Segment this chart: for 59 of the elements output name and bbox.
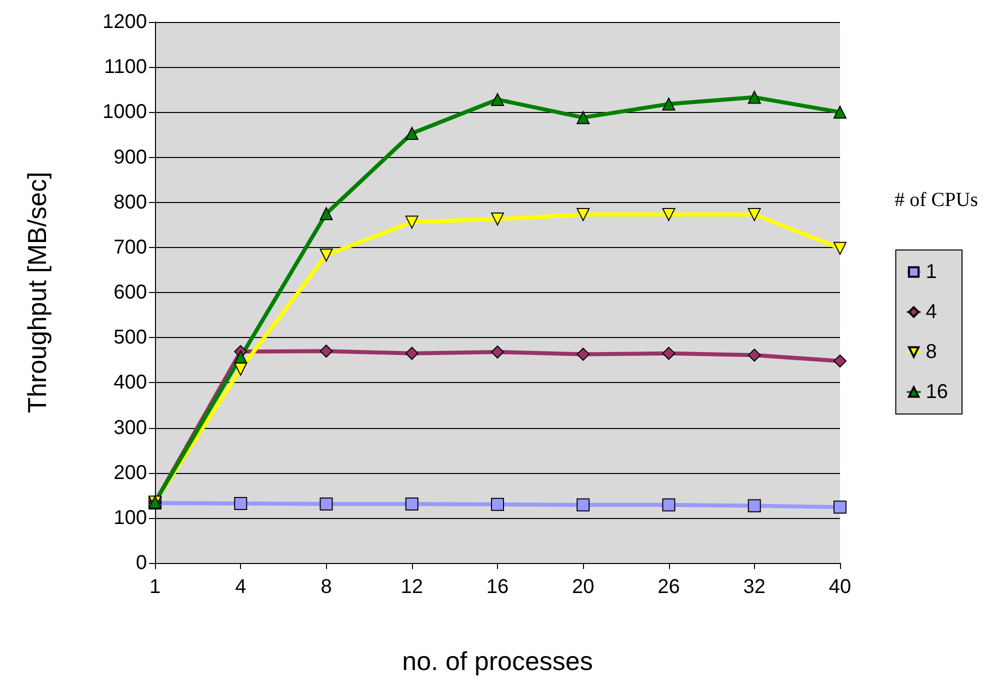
y-tick-label: 1100 xyxy=(104,56,147,78)
legend-label: 8 xyxy=(926,341,937,363)
y-tick-label: 200 xyxy=(114,462,147,484)
y-tick-label: 400 xyxy=(114,372,147,394)
y-tick-label: 100 xyxy=(114,506,147,529)
point xyxy=(491,346,504,359)
y-tick-label: 700 xyxy=(114,236,147,258)
point xyxy=(576,208,590,222)
y-tick-label: 1000 xyxy=(102,101,147,124)
point xyxy=(748,348,761,362)
y-tick-label: 600 xyxy=(114,282,147,304)
point xyxy=(491,212,504,226)
point xyxy=(834,354,846,368)
y-tick-label: 300 xyxy=(114,416,147,439)
point xyxy=(662,346,676,360)
point xyxy=(576,111,590,124)
x-tick-label: 4 xyxy=(235,576,246,598)
legend-label: 4 xyxy=(926,301,937,323)
point xyxy=(748,499,761,512)
point xyxy=(662,98,676,111)
point xyxy=(662,498,676,512)
x-tick-label: 12 xyxy=(400,576,423,598)
point xyxy=(320,207,333,220)
point xyxy=(320,344,333,358)
legend-title: # of CPUs xyxy=(894,189,978,211)
point xyxy=(491,93,504,106)
point xyxy=(662,208,676,222)
point xyxy=(748,90,761,104)
x-tick-label: 26 xyxy=(658,576,680,598)
y-tick-label: 900 xyxy=(114,146,147,168)
x-axis-title: no. of processes xyxy=(402,646,593,676)
point xyxy=(405,126,418,140)
x-tick-label: 1 xyxy=(149,576,161,598)
point xyxy=(834,106,846,119)
point xyxy=(834,242,846,255)
point xyxy=(234,496,248,510)
point xyxy=(234,350,248,364)
legend-label: 1 xyxy=(926,261,937,283)
x-tick-label: 32 xyxy=(743,576,766,598)
point xyxy=(405,346,418,360)
x-tick-label: 20 xyxy=(572,576,594,598)
y-tick-label: 1200 xyxy=(102,11,147,33)
y-tick-label: 0 xyxy=(136,552,147,574)
y-axis-title: Throughput [MB/sec] xyxy=(22,172,52,414)
point xyxy=(748,208,761,222)
y-tick-label: 800 xyxy=(114,191,147,214)
y-tick-label: 500 xyxy=(114,326,147,349)
point xyxy=(320,248,333,262)
point xyxy=(576,498,590,512)
point xyxy=(405,216,418,229)
point xyxy=(320,497,333,510)
point xyxy=(834,500,846,514)
point xyxy=(405,497,418,510)
legend-label: 16 xyxy=(926,381,948,403)
point xyxy=(576,348,590,361)
point xyxy=(491,498,504,511)
x-tick-label: 8 xyxy=(320,576,332,598)
x-tick-label: 16 xyxy=(486,576,509,598)
x-tick-label: 40 xyxy=(828,576,852,598)
